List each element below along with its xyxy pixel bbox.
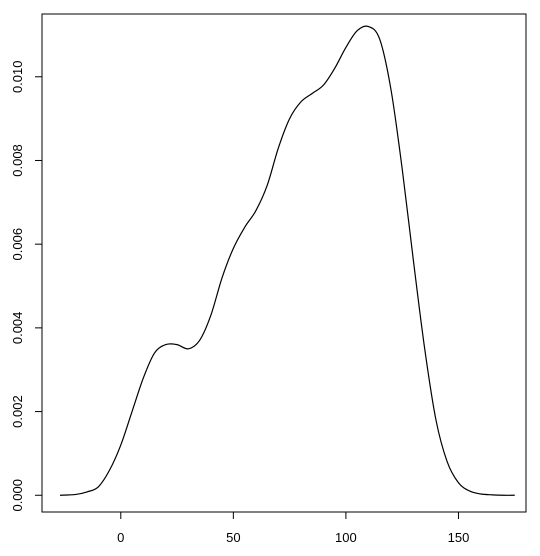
y-tick-label: 0.010 — [10, 60, 25, 93]
x-tick-label: 100 — [335, 530, 357, 545]
y-tick-label: 0.002 — [10, 395, 25, 428]
y-tick-label: 0.006 — [10, 228, 25, 261]
y-axis: 0.000 0.002 0.004 0.006 0.008 0.010 — [10, 60, 42, 512]
plot-frame — [41, 13, 527, 513]
x-tick-label: 150 — [448, 530, 470, 545]
y-tick-label: 0.004 — [10, 312, 25, 345]
y-tick-label: 0.008 — [10, 144, 25, 177]
density-line — [59, 25, 515, 496]
x-tick-label: 50 — [226, 530, 240, 545]
x-axis: 0 50 100 150 — [117, 512, 469, 545]
y-tick-label: 0.000 — [10, 479, 25, 512]
x-tick-label: 0 — [117, 530, 124, 545]
